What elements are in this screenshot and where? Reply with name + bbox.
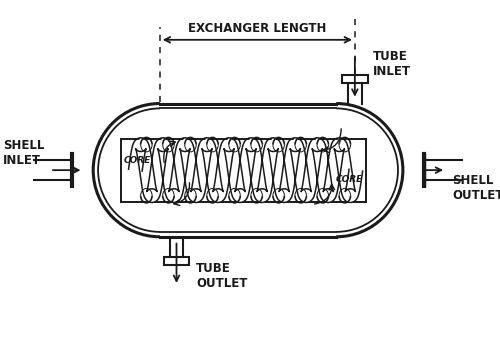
Text: CORE: CORE: [124, 156, 151, 165]
Text: TUBE
INLET: TUBE INLET: [372, 50, 410, 78]
Text: TUBE
OUTLET: TUBE OUTLET: [196, 262, 248, 290]
Text: SHELL
INLET: SHELL INLET: [3, 138, 44, 166]
Bar: [342, 75, 367, 83]
Text: CORE: CORE: [336, 175, 362, 185]
Bar: [164, 257, 189, 265]
Text: EXCHANGER LENGTH: EXCHANGER LENGTH: [188, 22, 326, 35]
Text: SHELL
OUTLET: SHELL OUTLET: [452, 174, 500, 202]
